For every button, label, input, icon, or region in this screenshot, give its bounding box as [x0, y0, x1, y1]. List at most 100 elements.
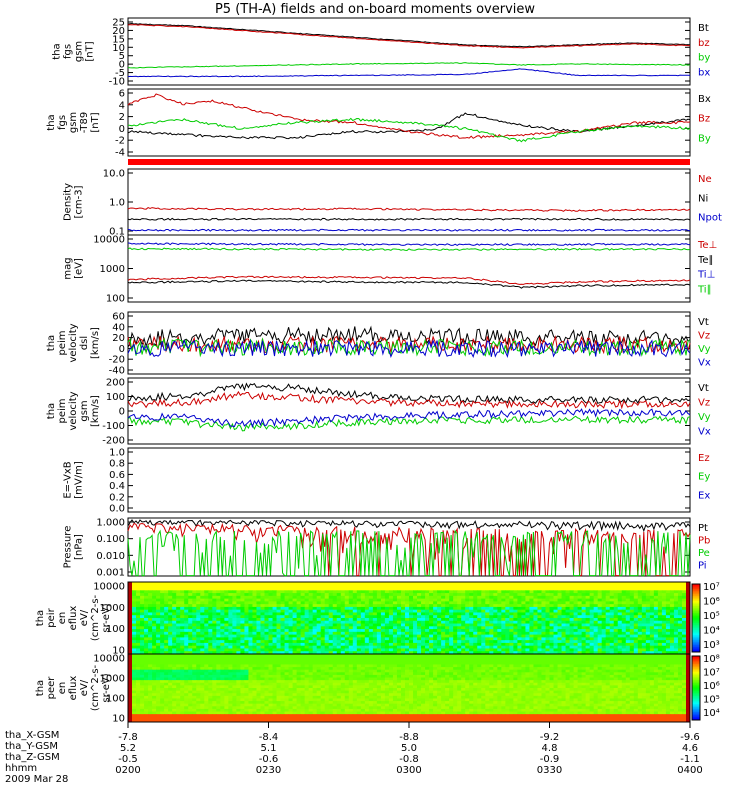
spectrogram-cell: [549, 590, 555, 594]
spectrogram-cell: [501, 604, 506, 608]
spectrogram-cell: [585, 620, 591, 625]
spectrogram-cell: [140, 640, 145, 644]
spectrogram-cell: [264, 664, 269, 668]
spectrogram-cell: [268, 593, 274, 597]
spectrogram-cell: [304, 626, 310, 630]
spectrogram-cell: [288, 645, 294, 649]
spectrogram-cell: [148, 615, 153, 619]
spectrogram-cell: [461, 618, 466, 622]
spectrogram-cell: [400, 656, 406, 660]
spectrogram-cell: [272, 640, 278, 644]
spectrogram-cell: [437, 590, 442, 594]
spectrogram-cell: [132, 604, 137, 608]
spectrogram-cell: [485, 618, 490, 622]
spectrogram-cell: [617, 659, 623, 663]
spectrogram-cell: [152, 618, 157, 622]
spectrogram-cell: [204, 584, 209, 589]
spectrogram-cell: [661, 601, 667, 605]
spectrogram-cell: [425, 626, 430, 630]
spectrogram-cell: [481, 609, 486, 613]
spectrogram-cell: [593, 609, 599, 613]
spectrogram-cell: [429, 612, 434, 616]
spectrogram-cell: [549, 629, 555, 633]
spectrogram-cell: [224, 664, 229, 668]
spectrogram-cell: [316, 612, 322, 616]
spectrogram-cell: [613, 623, 619, 627]
spectrogram-cell: [240, 672, 245, 676]
spectrogram-cell: [649, 582, 655, 586]
spectrogram-cell: [368, 634, 374, 638]
spectrogram-cell: [268, 595, 274, 600]
spectrogram-cell: [505, 609, 510, 613]
spectrogram-cell: [493, 640, 498, 644]
spectrogram-cell: [216, 645, 221, 649]
spectrogram-cell: [256, 601, 261, 605]
spectrogram-cell: [421, 664, 426, 668]
ytick-label-velocity-gsm: 200: [106, 378, 125, 389]
spectrogram-cell: [509, 661, 514, 665]
spectrogram-cell: [280, 584, 286, 589]
spectrogram-cell: [609, 595, 615, 600]
spectrogram-cell: [673, 598, 679, 602]
spectrogram-cell: [681, 651, 687, 655]
spectrogram-cell: [144, 626, 149, 630]
spectrogram-cell: [481, 601, 486, 605]
spectrogram-cell: [493, 590, 498, 594]
spectrogram-cell: [437, 595, 442, 600]
spectrogram-cell: [216, 648, 221, 652]
spectrogram-cell: [581, 640, 587, 644]
spectrogram-cell: [497, 659, 502, 663]
spectrogram-cell: [252, 661, 257, 665]
spectrogram-cell: [300, 584, 306, 589]
spectrogram-cell: [673, 615, 679, 619]
spectrogram-cell: [152, 642, 157, 647]
spectrogram-cell: [633, 584, 639, 589]
spectrogram-cell: [132, 640, 137, 644]
spectrogram-cell: [180, 661, 185, 665]
spectrogram-cell: [545, 618, 550, 622]
chart-title: P5 (TH-A) fields and on-board moments ov…: [214, 2, 536, 17]
spectrogram-cell: [348, 661, 354, 665]
spectrogram-cell: [641, 620, 647, 625]
spectrogram-cell: [489, 626, 494, 630]
spectrogram-cell: [280, 669, 286, 673]
spectrogram-cell: [617, 582, 623, 586]
spectrogram-cell: [565, 640, 571, 644]
spectrogram-cell: [437, 669, 442, 673]
spectrogram-cell: [585, 667, 591, 671]
spectrogram-cell: [661, 631, 667, 636]
spectrogram-cell: [328, 590, 334, 594]
spectrogram-cell: [445, 609, 450, 613]
spectrogram-cell: [513, 618, 518, 622]
series-line-Npot: [127, 228, 691, 232]
spectrogram-cell: [216, 651, 221, 655]
spectrogram-cell: [409, 620, 414, 625]
spectrogram-cell: [509, 587, 514, 591]
spectrogram-cell: [240, 661, 245, 665]
spectrogram-cell: [388, 612, 394, 616]
spectrogram-cell: [601, 640, 607, 644]
colorbar-cell: [692, 595, 700, 599]
spectrogram-cell: [533, 640, 538, 644]
spectrogram-cell: [288, 601, 294, 605]
spectrogram-cell: [208, 651, 213, 655]
spectrogram-cell: [581, 615, 587, 619]
spectrogram-cell: [533, 604, 538, 608]
spectrogram-cell: [140, 601, 145, 605]
spectrogram-cell: [641, 640, 647, 644]
spectrogram-cell: [585, 651, 591, 655]
spectrogram-cell: [609, 642, 615, 647]
spectrogram-cell: [421, 587, 426, 591]
spectrogram-cell: [340, 656, 346, 660]
spectrogram-cell: [164, 664, 169, 668]
spectrogram-cell: [521, 615, 526, 619]
spectrogram-cell: [292, 606, 298, 611]
spectrogram-cell: [148, 598, 153, 602]
spectrogram-cell: [601, 587, 607, 591]
spectrogram-cell: [336, 590, 342, 594]
spectrogram-cell: [284, 601, 290, 605]
spectrogram-cell: [621, 598, 627, 602]
spectrogram-cell: [465, 584, 470, 589]
spectrogram-cell: [272, 609, 278, 613]
spectrogram-cell: [328, 637, 334, 641]
